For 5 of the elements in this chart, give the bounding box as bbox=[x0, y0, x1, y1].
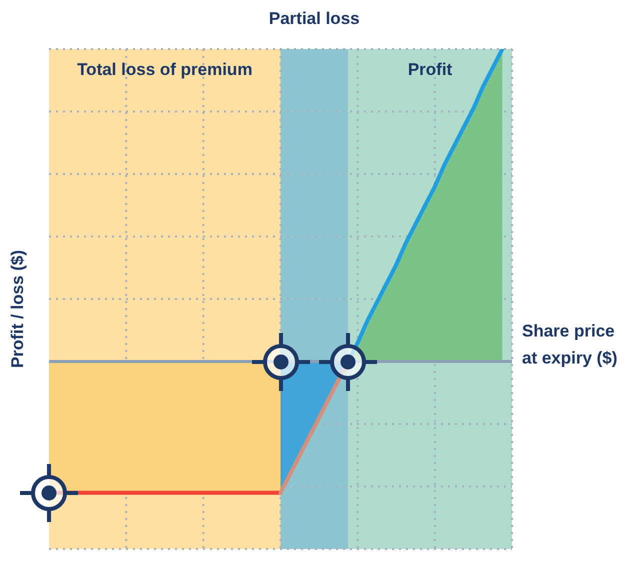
y-axis-title: Profit / loss ($) bbox=[8, 250, 27, 368]
annotation: Profit bbox=[408, 60, 453, 79]
x-axis-title: Share price at expiry ($) bbox=[522, 322, 618, 368]
annotation: Total loss of premium bbox=[77, 60, 252, 79]
text: Partial loss bbox=[268, 9, 360, 28]
